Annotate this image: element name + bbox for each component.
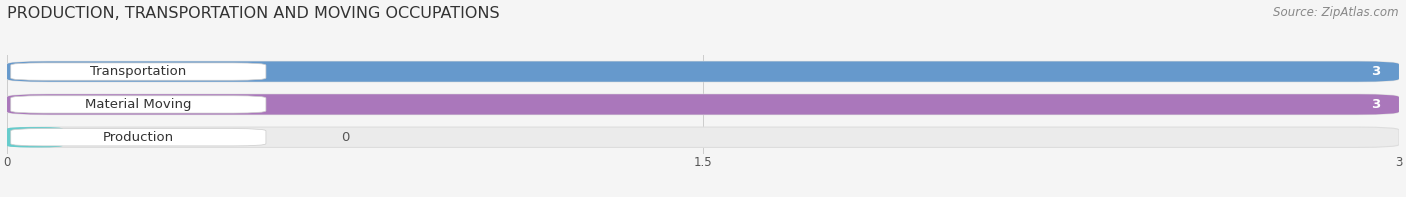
Text: 0: 0	[342, 131, 350, 144]
FancyBboxPatch shape	[7, 127, 63, 147]
FancyBboxPatch shape	[7, 127, 1399, 147]
Text: Material Moving: Material Moving	[86, 98, 191, 111]
FancyBboxPatch shape	[7, 61, 1399, 82]
FancyBboxPatch shape	[11, 63, 266, 80]
Text: 3: 3	[1371, 65, 1381, 78]
Text: Transportation: Transportation	[90, 65, 187, 78]
FancyBboxPatch shape	[7, 94, 1399, 115]
Text: Source: ZipAtlas.com: Source: ZipAtlas.com	[1274, 6, 1399, 19]
FancyBboxPatch shape	[11, 129, 266, 146]
FancyBboxPatch shape	[11, 96, 266, 113]
Text: Production: Production	[103, 131, 174, 144]
Text: 3: 3	[1371, 98, 1381, 111]
Text: PRODUCTION, TRANSPORTATION AND MOVING OCCUPATIONS: PRODUCTION, TRANSPORTATION AND MOVING OC…	[7, 6, 499, 21]
FancyBboxPatch shape	[7, 61, 1399, 82]
FancyBboxPatch shape	[7, 94, 1399, 115]
